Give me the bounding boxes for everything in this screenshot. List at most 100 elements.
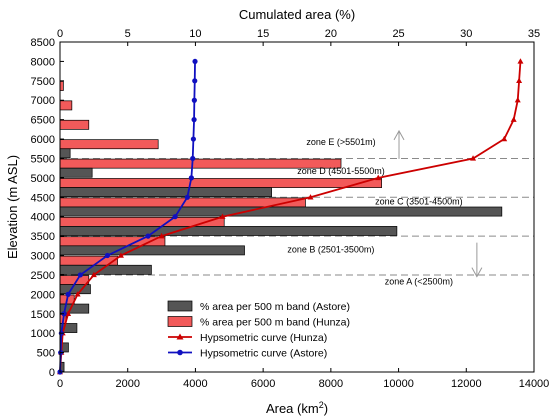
bar-astore — [59, 206, 503, 217]
legend-item-astore-bars-label: % area per 500 m band (Astore) — [200, 301, 350, 313]
y-tick-label: 5500 — [31, 153, 55, 165]
bar-hunza — [59, 119, 90, 130]
x-tick-label: 8000 — [319, 378, 343, 390]
y-tick-label: 1500 — [31, 309, 55, 321]
legend-item-astore-bars-swatch — [167, 300, 193, 312]
point-hunza — [158, 232, 165, 239]
bar-hunza — [59, 216, 225, 227]
y-tick-label: 4500 — [31, 192, 55, 204]
zone-label: zone B (2501-3500m) — [287, 244, 374, 254]
legend-item-hunza-curve-marker — [176, 333, 184, 340]
bar-hunza — [59, 100, 73, 111]
point-astore — [77, 272, 83, 278]
x-tick-label: 2000 — [115, 378, 139, 390]
point-astore — [172, 214, 178, 220]
point-hunza — [501, 135, 508, 142]
y-axis-title: Elevation (m ASL) — [5, 155, 20, 259]
point-hunza — [74, 291, 81, 297]
point-astore — [191, 97, 197, 103]
bar-astore — [59, 148, 71, 159]
point-astore — [145, 233, 151, 239]
y-tick-label: 2500 — [31, 270, 55, 282]
zone-label: zone C (3501-4500m) — [375, 196, 463, 206]
zone-label: zone E (>5501m) — [306, 137, 375, 147]
point-astore — [192, 78, 198, 84]
y-tick-label: 8500 — [31, 37, 55, 49]
bar-astore — [59, 245, 245, 256]
top-axis-title: Cumulated area (%) — [239, 7, 355, 22]
point-astore — [61, 311, 67, 317]
point-hunza — [375, 174, 382, 181]
top-tick-label: 35 — [528, 28, 540, 40]
point-hunza — [117, 252, 124, 258]
bar-hunza — [59, 81, 64, 91]
point-astore — [191, 117, 197, 123]
bars — [59, 81, 503, 372]
y-tick-label: 3000 — [31, 251, 55, 263]
point-astore — [184, 194, 190, 200]
y-tick-label: 7000 — [31, 95, 55, 107]
point-astore — [190, 155, 196, 162]
top-tick-label: 15 — [257, 28, 269, 40]
legend-item-hunza-bars-swatch — [167, 316, 193, 327]
y-tick-label: 6500 — [31, 115, 55, 127]
y-tick-label: 8000 — [31, 56, 55, 68]
bar-hunza — [59, 178, 382, 188]
legend-item-hunza-bars-label: % area per 500 m band (Hunza) — [200, 317, 350, 329]
x-tick-label: 4000 — [183, 378, 207, 390]
zone-label: zone A (<2500m) — [385, 277, 453, 287]
top-tick-label: 5 — [125, 28, 131, 40]
y-tick-label: 0 — [49, 367, 55, 379]
legend-item-astore-curve-label: Hypsometric curve (Astore) — [200, 348, 327, 360]
point-astore — [65, 291, 71, 297]
x-axis-title: Area (km2) — [266, 400, 328, 416]
legend: % area per 500 m band (Astore) % area per… — [167, 300, 350, 360]
y-tick-label: 500 — [37, 348, 55, 360]
x-tick-label: 6000 — [251, 378, 275, 390]
point-astore — [190, 136, 196, 142]
top-tick-label: 20 — [325, 28, 337, 40]
point-hunza — [307, 194, 314, 200]
bar-astore — [59, 284, 91, 295]
y-tick-label: 5000 — [31, 173, 55, 185]
bar-astore — [59, 187, 272, 198]
point-hunza — [514, 97, 521, 103]
x-tick-label: 0 — [57, 378, 63, 390]
zone-lines — [60, 157, 534, 276]
top-tick-label: 0 — [57, 28, 63, 40]
top-tick-label: 25 — [392, 28, 404, 40]
top-tick-label: 10 — [189, 28, 201, 40]
x-tick-label: 14000 — [519, 378, 550, 390]
y-tick-label: 1000 — [31, 328, 55, 340]
zone-arrow-down-icon — [471, 267, 483, 278]
point-hunza — [219, 213, 226, 219]
point-hunza — [90, 271, 97, 278]
point-hunza — [470, 155, 477, 161]
bar-hunza — [59, 139, 159, 150]
point-hunza — [65, 310, 72, 316]
point-hunza — [516, 77, 523, 84]
y-tick-label: 6000 — [31, 134, 55, 146]
y-tick-label: 2000 — [31, 289, 55, 301]
x-tick-label: 12000 — [451, 378, 482, 390]
zone-arrow-up-icon — [393, 129, 405, 141]
legend-item-hunza-curve-label: Hypsometric curve (Hunza) — [200, 332, 327, 344]
point-astore — [192, 58, 198, 65]
zone-label: zone D (4501-5500m) — [297, 166, 385, 176]
legend-item-astore-curve-marker — [177, 349, 183, 356]
bar-astore — [59, 226, 398, 236]
point-hunza — [517, 58, 524, 64]
bar-astore — [59, 167, 93, 178]
point-hunza — [510, 116, 517, 122]
y-tick-label: 7500 — [31, 76, 55, 88]
top-tick-label: 30 — [460, 28, 472, 40]
point-astore — [188, 175, 194, 181]
axes: 0500100015002000250030003500400045005000… — [5, 7, 549, 416]
y-tick-label: 4000 — [31, 212, 55, 224]
y-tick-label: 3500 — [31, 231, 55, 243]
point-astore — [104, 252, 110, 259]
x-tick-label: 10000 — [383, 378, 414, 390]
plot-frame — [59, 41, 535, 373]
zone-annotations: zone E (>5501m) zone D (4501-5500m) zone C… — [287, 129, 483, 287]
